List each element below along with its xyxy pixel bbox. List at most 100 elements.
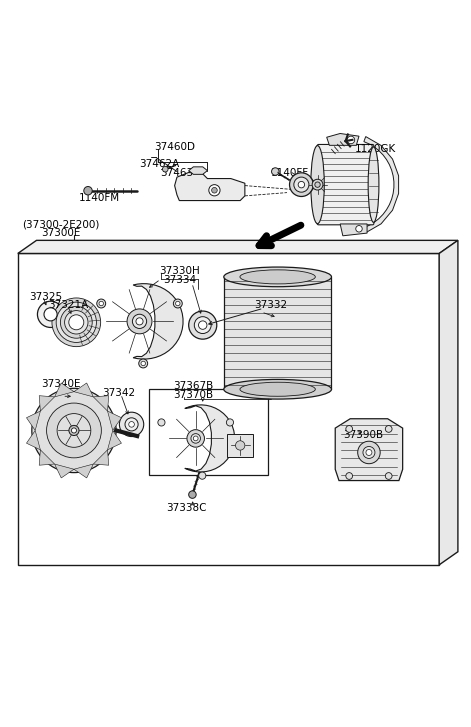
Polygon shape [55,383,74,397]
Circle shape [193,436,198,441]
Circle shape [227,419,234,426]
Polygon shape [39,395,55,411]
Circle shape [272,168,279,175]
Circle shape [60,306,92,338]
Circle shape [209,185,220,196]
Text: 37390B: 37390B [343,430,383,440]
Circle shape [57,414,91,447]
Circle shape [84,187,92,195]
Polygon shape [39,450,55,465]
Ellipse shape [240,270,315,284]
Text: 37321A: 37321A [48,300,89,310]
Circle shape [162,166,168,172]
Text: 37340E: 37340E [41,379,81,389]
Circle shape [97,299,106,308]
Circle shape [346,425,353,433]
Text: 37325: 37325 [30,292,63,302]
Circle shape [176,301,180,306]
Polygon shape [133,284,183,359]
Circle shape [385,473,392,479]
Circle shape [189,311,217,340]
Circle shape [211,188,217,193]
Text: 1140FM: 1140FM [79,193,120,203]
Circle shape [129,422,134,427]
Polygon shape [340,224,367,236]
Circle shape [139,359,147,368]
Text: 37463: 37463 [161,169,194,178]
Ellipse shape [240,382,315,396]
Circle shape [198,321,207,329]
Polygon shape [439,241,458,565]
Circle shape [298,182,305,188]
Text: (37300-2E200): (37300-2E200) [23,220,100,230]
Polygon shape [224,277,332,389]
Circle shape [72,428,76,433]
Polygon shape [185,405,235,472]
Circle shape [195,317,211,334]
Polygon shape [327,134,359,145]
Text: 37342: 37342 [102,388,135,398]
Polygon shape [93,395,109,411]
Circle shape [99,301,104,306]
Circle shape [189,491,196,498]
Circle shape [385,425,392,433]
Text: 37370B: 37370B [173,390,213,401]
Text: 37334: 37334 [163,275,196,285]
Polygon shape [55,464,74,478]
Polygon shape [227,434,253,457]
Polygon shape [175,172,245,201]
Polygon shape [364,137,398,233]
Circle shape [187,430,204,447]
Circle shape [158,419,165,426]
Circle shape [32,388,116,473]
Polygon shape [74,383,93,397]
Polygon shape [26,411,41,430]
Polygon shape [18,241,458,254]
Polygon shape [74,464,93,478]
Polygon shape [18,254,439,565]
Circle shape [346,473,353,479]
Circle shape [236,441,245,450]
Circle shape [37,301,64,327]
Circle shape [199,472,206,479]
Polygon shape [335,419,403,481]
Ellipse shape [368,147,379,222]
Circle shape [312,180,323,190]
Circle shape [125,418,138,431]
FancyBboxPatch shape [317,145,374,225]
Circle shape [127,309,152,334]
Text: 37300E: 37300E [41,228,81,238]
Circle shape [69,425,79,435]
Circle shape [315,182,320,188]
Circle shape [52,298,101,347]
Text: 1120GK: 1120GK [355,144,396,154]
Circle shape [294,177,309,192]
Circle shape [136,318,143,325]
Polygon shape [93,450,109,465]
Text: 37332: 37332 [254,300,287,310]
Circle shape [141,361,146,366]
Circle shape [65,310,88,334]
Ellipse shape [224,379,332,399]
Circle shape [47,403,101,458]
Circle shape [191,433,201,443]
Text: 37462A: 37462A [139,158,180,169]
Circle shape [173,299,182,308]
Polygon shape [26,430,41,450]
Polygon shape [107,411,122,430]
Text: 37460D: 37460D [154,142,195,152]
Text: 1140FF: 1140FF [271,168,309,178]
Ellipse shape [311,145,324,224]
Polygon shape [189,167,207,174]
Circle shape [357,441,380,464]
Text: 37330H: 37330H [159,266,200,276]
Circle shape [363,446,375,459]
Text: 37338C: 37338C [166,503,207,513]
Circle shape [132,314,146,329]
Circle shape [366,449,372,455]
Circle shape [69,315,84,330]
Circle shape [290,173,313,196]
Ellipse shape [224,267,332,286]
Polygon shape [107,430,122,450]
Circle shape [119,412,144,436]
